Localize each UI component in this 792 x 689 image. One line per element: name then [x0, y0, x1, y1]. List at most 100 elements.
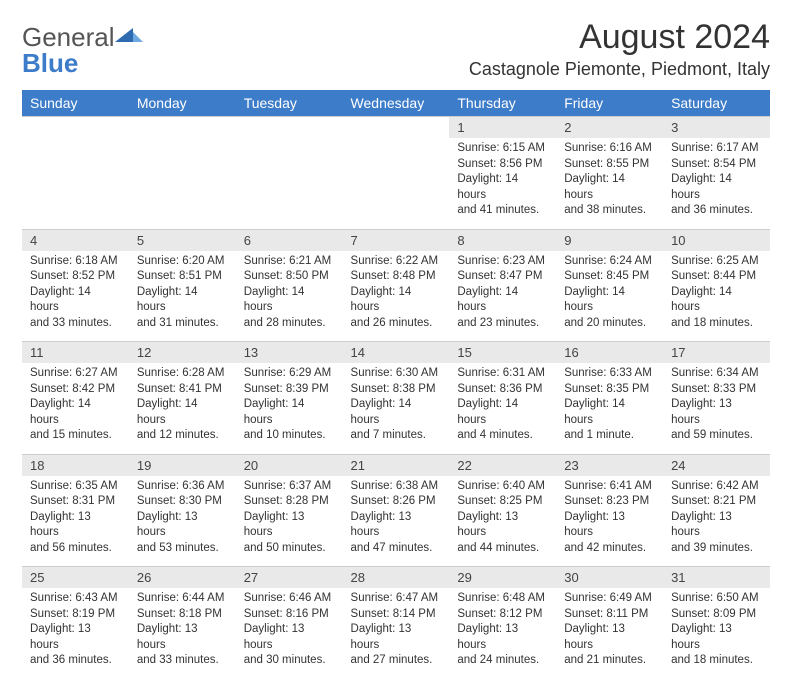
day-detail-cell: Sunrise: 6:43 AMSunset: 8:19 PMDaylight:… — [22, 588, 129, 679]
sunset-text: Sunset: 8:14 PM — [351, 607, 442, 623]
daylight-text: Daylight: 13 hours — [137, 622, 228, 653]
location-label: Castagnole Piemonte, Piedmont, Italy — [469, 59, 770, 80]
sunset-text: Sunset: 8:54 PM — [671, 157, 762, 173]
daylight-text: Daylight: 14 hours — [30, 397, 121, 428]
day-detail-cell: Sunrise: 6:22 AMSunset: 8:48 PMDaylight:… — [343, 251, 450, 342]
daylight-text-2: and 21 minutes. — [564, 653, 655, 669]
calendar-page: General Blue August 2024 Castagnole Piem… — [0, 0, 792, 689]
day-number: 11 — [22, 342, 129, 364]
day-number: 13 — [236, 342, 343, 364]
calendar-table: Sunday Monday Tuesday Wednesday Thursday… — [22, 90, 770, 679]
sunset-text: Sunset: 8:12 PM — [457, 607, 548, 623]
day-detail-cell — [236, 138, 343, 229]
day-detail-row: Sunrise: 6:35 AMSunset: 8:31 PMDaylight:… — [22, 476, 770, 567]
weekday-header: Monday — [129, 90, 236, 117]
day-detail-cell: Sunrise: 6:25 AMSunset: 8:44 PMDaylight:… — [663, 251, 770, 342]
day-number: 1 — [449, 117, 556, 139]
weekday-header: Sunday — [22, 90, 129, 117]
sunset-text: Sunset: 8:36 PM — [457, 382, 548, 398]
sunrise-text: Sunrise: 6:38 AM — [351, 479, 442, 495]
day-number: 10 — [663, 229, 770, 251]
sunrise-text: Sunrise: 6:42 AM — [671, 479, 762, 495]
daylight-text-2: and 47 minutes. — [351, 541, 442, 557]
day-number: 23 — [556, 454, 663, 476]
daylight-text: Daylight: 13 hours — [244, 622, 335, 653]
day-detail-cell: Sunrise: 6:49 AMSunset: 8:11 PMDaylight:… — [556, 588, 663, 679]
sunset-text: Sunset: 8:28 PM — [244, 494, 335, 510]
day-number-row: 45678910 — [22, 229, 770, 251]
weekday-header: Saturday — [663, 90, 770, 117]
month-title: August 2024 — [469, 18, 770, 57]
day-detail-cell: Sunrise: 6:29 AMSunset: 8:39 PMDaylight:… — [236, 363, 343, 454]
daylight-text-2: and 4 minutes. — [457, 428, 548, 444]
day-number: 18 — [22, 454, 129, 476]
day-number: 22 — [449, 454, 556, 476]
sunrise-text: Sunrise: 6:44 AM — [137, 591, 228, 607]
sunset-text: Sunset: 8:38 PM — [351, 382, 442, 398]
sunrise-text: Sunrise: 6:27 AM — [30, 366, 121, 382]
day-detail-cell: Sunrise: 6:31 AMSunset: 8:36 PMDaylight:… — [449, 363, 556, 454]
daylight-text: Daylight: 14 hours — [244, 397, 335, 428]
sunset-text: Sunset: 8:33 PM — [671, 382, 762, 398]
sunset-text: Sunset: 8:48 PM — [351, 269, 442, 285]
day-detail-cell: Sunrise: 6:47 AMSunset: 8:14 PMDaylight:… — [343, 588, 450, 679]
daylight-text-2: and 10 minutes. — [244, 428, 335, 444]
day-number: 5 — [129, 229, 236, 251]
daylight-text: Daylight: 14 hours — [671, 172, 762, 203]
day-number: 26 — [129, 567, 236, 589]
sunset-text: Sunset: 8:11 PM — [564, 607, 655, 623]
daylight-text: Daylight: 13 hours — [671, 510, 762, 541]
daylight-text: Daylight: 13 hours — [30, 510, 121, 541]
day-number: 14 — [343, 342, 450, 364]
brand-text: General Blue — [22, 24, 143, 76]
sunrise-text: Sunrise: 6:22 AM — [351, 254, 442, 270]
day-number: 31 — [663, 567, 770, 589]
daylight-text: Daylight: 14 hours — [457, 285, 548, 316]
daylight-text: Daylight: 14 hours — [30, 285, 121, 316]
day-number — [22, 117, 129, 139]
brand-part2: Blue — [22, 48, 78, 78]
day-detail-row: Sunrise: 6:15 AMSunset: 8:56 PMDaylight:… — [22, 138, 770, 229]
day-number-row: 18192021222324 — [22, 454, 770, 476]
daylight-text: Daylight: 13 hours — [351, 622, 442, 653]
day-number: 28 — [343, 567, 450, 589]
day-detail-cell: Sunrise: 6:18 AMSunset: 8:52 PMDaylight:… — [22, 251, 129, 342]
daylight-text: Daylight: 13 hours — [457, 622, 548, 653]
daylight-text-2: and 28 minutes. — [244, 316, 335, 332]
daylight-text-2: and 36 minutes. — [671, 203, 762, 219]
day-detail-cell: Sunrise: 6:46 AMSunset: 8:16 PMDaylight:… — [236, 588, 343, 679]
day-detail-cell: Sunrise: 6:20 AMSunset: 8:51 PMDaylight:… — [129, 251, 236, 342]
day-number: 4 — [22, 229, 129, 251]
daylight-text-2: and 30 minutes. — [244, 653, 335, 669]
daylight-text-2: and 53 minutes. — [137, 541, 228, 557]
daylight-text-2: and 56 minutes. — [30, 541, 121, 557]
daylight-text: Daylight: 14 hours — [671, 285, 762, 316]
day-number — [129, 117, 236, 139]
day-detail-cell: Sunrise: 6:42 AMSunset: 8:21 PMDaylight:… — [663, 476, 770, 567]
day-detail-cell: Sunrise: 6:41 AMSunset: 8:23 PMDaylight:… — [556, 476, 663, 567]
daylight-text-2: and 59 minutes. — [671, 428, 762, 444]
daylight-text: Daylight: 13 hours — [351, 510, 442, 541]
daylight-text-2: and 27 minutes. — [351, 653, 442, 669]
day-number: 7 — [343, 229, 450, 251]
sunset-text: Sunset: 8:44 PM — [671, 269, 762, 285]
day-number — [236, 117, 343, 139]
daylight-text-2: and 26 minutes. — [351, 316, 442, 332]
sunrise-text: Sunrise: 6:48 AM — [457, 591, 548, 607]
day-number: 24 — [663, 454, 770, 476]
sunrise-text: Sunrise: 6:43 AM — [30, 591, 121, 607]
sunrise-text: Sunrise: 6:36 AM — [137, 479, 228, 495]
daylight-text-2: and 42 minutes. — [564, 541, 655, 557]
day-number: 6 — [236, 229, 343, 251]
daylight-text: Daylight: 13 hours — [671, 397, 762, 428]
day-number: 2 — [556, 117, 663, 139]
sunrise-text: Sunrise: 6:31 AM — [457, 366, 548, 382]
day-number: 27 — [236, 567, 343, 589]
day-number: 19 — [129, 454, 236, 476]
sunset-text: Sunset: 8:41 PM — [137, 382, 228, 398]
day-detail-cell: Sunrise: 6:15 AMSunset: 8:56 PMDaylight:… — [449, 138, 556, 229]
daylight-text: Daylight: 14 hours — [137, 397, 228, 428]
daylight-text: Daylight: 14 hours — [564, 397, 655, 428]
sunrise-text: Sunrise: 6:46 AM — [244, 591, 335, 607]
day-detail-cell: Sunrise: 6:36 AMSunset: 8:30 PMDaylight:… — [129, 476, 236, 567]
